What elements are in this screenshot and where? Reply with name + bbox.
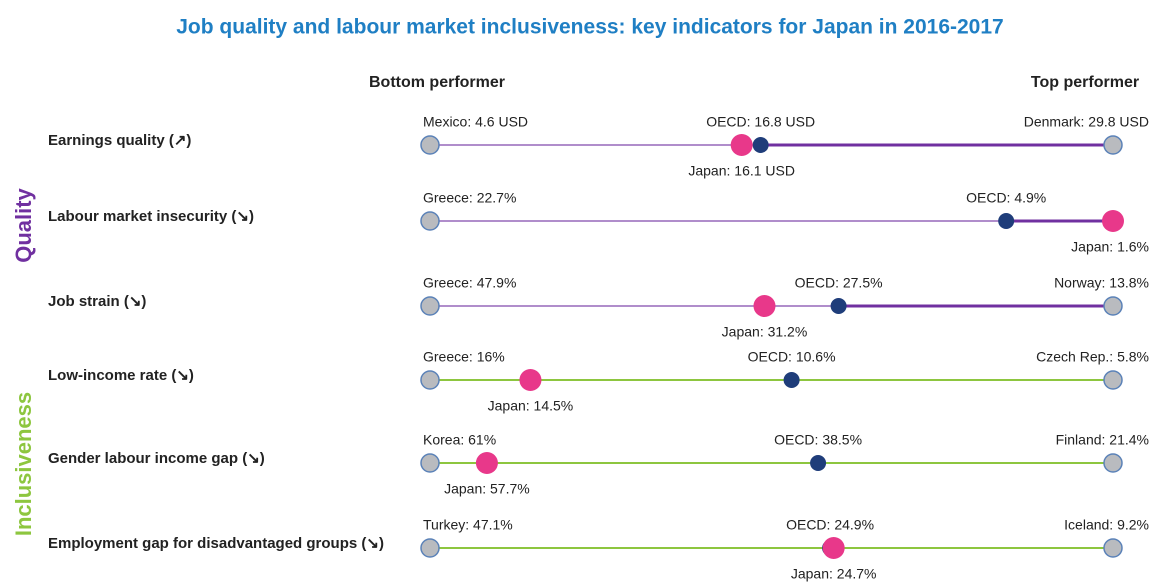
japan-dot — [475, 452, 498, 474]
oecd-dot — [830, 298, 847, 314]
row-label: Gender labour income gap (↘) — [48, 450, 265, 467]
top-dot — [1103, 538, 1123, 558]
japan-label: Japan: 57.7% — [444, 481, 530, 497]
bottom-dot-label: Greece: 22.7% — [423, 190, 516, 206]
bottom-dot — [420, 296, 440, 316]
bottom-dot — [420, 135, 440, 155]
bottom-dot — [420, 453, 440, 473]
oecd-dot — [998, 213, 1015, 229]
top-dot — [1103, 135, 1123, 155]
top-dot — [1103, 453, 1123, 473]
group-label: Inclusiveness — [11, 392, 36, 536]
row-label: Earnings quality (↗) — [48, 132, 191, 149]
top-dot-label: Iceland: 9.2% — [1064, 517, 1149, 533]
japan-label: Japan: 1.6% — [1071, 239, 1149, 255]
oecd-label: OECD: 16.8 USD — [706, 114, 815, 130]
bottom-dot-label: Greece: 16% — [423, 349, 505, 365]
oecd-dot — [752, 137, 769, 153]
chart-title: Job quality and labour market inclusiven… — [176, 16, 1003, 39]
top-dot-label: Czech Rep.: 5.8% — [1036, 349, 1149, 365]
bottom-dot — [420, 538, 440, 558]
oecd-label: OECD: 38.5% — [774, 432, 862, 448]
row-label: Job strain (↘) — [48, 293, 146, 310]
japan-label: Japan: 31.2% — [722, 324, 808, 340]
japan-dot — [1102, 210, 1124, 232]
row-label: Employment gap for disadvantaged groups … — [48, 535, 384, 552]
top-header: Top performer — [1031, 74, 1139, 91]
japan-label: Japan: 24.7% — [791, 566, 877, 582]
oecd-label: OECD: 10.6% — [748, 349, 836, 365]
row-label: Labour market insecurity (↘) — [48, 208, 254, 225]
bottom-dot-label: Mexico: 4.6 USD — [423, 114, 528, 130]
bottom-dot-label: Korea: 61% — [423, 432, 496, 448]
group-label: Quality — [11, 187, 36, 262]
japan-dot — [519, 369, 542, 391]
japan-dot — [753, 295, 776, 317]
oecd-dot — [810, 455, 827, 471]
top-dot — [1103, 296, 1123, 316]
top-dot-label: Norway: 13.8% — [1054, 275, 1149, 291]
japan-dot — [822, 537, 845, 559]
row-label: Low-income rate (↘) — [48, 367, 194, 384]
bottom-dot — [420, 370, 440, 390]
bottom-dot-label: Turkey: 47.1% — [423, 517, 513, 533]
oecd-dot — [783, 372, 800, 388]
oecd-label: OECD: 4.9% — [966, 190, 1046, 206]
bottom-dot-label: Greece: 47.9% — [423, 275, 516, 291]
bottom-header: Bottom performer — [369, 74, 505, 91]
oecd-label: OECD: 24.9% — [786, 517, 874, 533]
japan-label: Japan: 16.1 USD — [688, 163, 795, 179]
top-dot-label: Finland: 21.4% — [1056, 432, 1149, 448]
japan-dot — [730, 134, 753, 156]
oecd-label: OECD: 27.5% — [795, 275, 883, 291]
japan-label: Japan: 14.5% — [488, 398, 574, 414]
top-dot — [1103, 370, 1123, 390]
bottom-dot — [420, 211, 440, 231]
top-dot-label: Denmark: 29.8 USD — [1024, 114, 1149, 130]
